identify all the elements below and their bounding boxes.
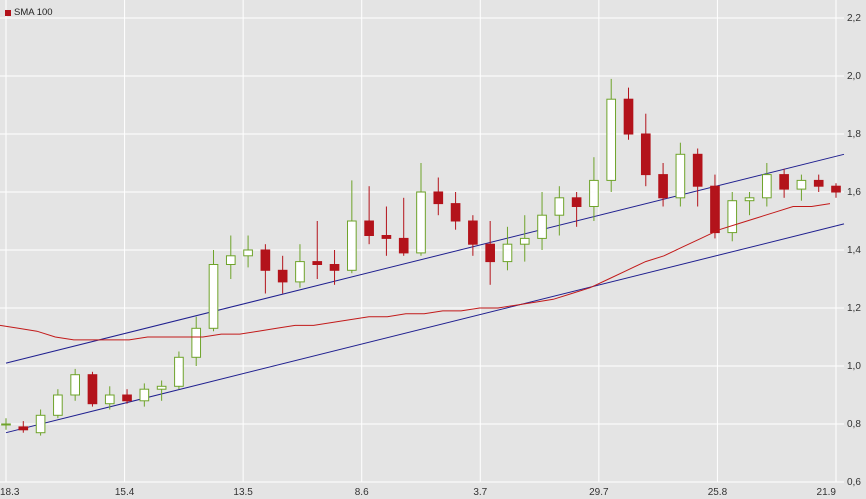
candle-body <box>450 203 461 222</box>
candle-body <box>295 261 305 283</box>
candle-body <box>381 235 392 239</box>
candle-body <box>277 269 288 283</box>
sma-legend-swatch <box>5 9 11 16</box>
candle-body <box>416 191 426 254</box>
y-tick-label: 1,0 <box>847 361 861 372</box>
candle-body <box>122 394 132 402</box>
y-tick-label: 1,6 <box>847 187 861 198</box>
y-tick-label: 0,6 <box>847 477 861 488</box>
candle-body <box>312 261 323 266</box>
sma-100-line <box>0 203 831 341</box>
x-tick-label: 18.3 <box>0 487 20 498</box>
candle-body <box>640 133 651 176</box>
candle-body <box>675 153 686 199</box>
x-tick-label: 25.8 <box>708 487 728 498</box>
legend: SMA 100 <box>5 7 53 18</box>
x-tick-label: 29.7 <box>589 487 609 498</box>
candle-body <box>831 185 841 193</box>
candle-body <box>554 197 565 216</box>
candle-body <box>260 249 271 271</box>
candle-body <box>104 394 115 405</box>
y-tick-label: 0,8 <box>847 419 861 430</box>
candle-body <box>537 214 547 239</box>
candle-body <box>589 179 599 207</box>
candlesticks <box>1 78 841 436</box>
grid-lines <box>0 0 844 483</box>
candle-body <box>571 197 582 208</box>
candle-body <box>813 179 824 187</box>
x-tick-label: 3.7 <box>473 487 487 498</box>
candle-body <box>623 98 634 135</box>
x-tick-label: 8.6 <box>355 487 369 498</box>
candle-body <box>243 249 253 257</box>
candle-body <box>433 191 444 205</box>
candle-body <box>70 374 80 396</box>
candle-body <box>1 423 11 426</box>
candle-body <box>398 237 409 254</box>
y-tick-label: 1,4 <box>847 245 861 256</box>
candle-body <box>519 237 530 245</box>
candle-body <box>606 98 617 181</box>
x-tick-label: 15.4 <box>115 487 135 498</box>
candle-body <box>87 374 98 405</box>
candle-body <box>710 185 720 234</box>
trend-line <box>5 153 845 364</box>
candle-body <box>156 385 167 390</box>
candle-body <box>139 388 150 402</box>
candle-body <box>329 264 340 271</box>
y-axis-ticks: 0,6 0,8 1,0 1,2 1,4 1,6 1,8 2,0 2,2 <box>847 13 861 488</box>
candle-body <box>779 174 789 190</box>
candle-body <box>744 197 755 202</box>
candle-body <box>53 394 63 416</box>
candle-body <box>225 255 236 266</box>
sma-legend-label: SMA 100 <box>14 7 53 18</box>
candle-body <box>347 220 357 271</box>
candle-body <box>692 153 703 187</box>
candle-body <box>502 243 513 263</box>
candle-body <box>796 179 807 190</box>
candle-body <box>727 200 738 234</box>
candle-body <box>35 414 46 434</box>
candle-body <box>18 426 29 431</box>
candle-body <box>468 220 478 245</box>
y-tick-label: 2,0 <box>847 71 861 82</box>
x-tick-label: 13.5 <box>233 487 253 498</box>
candle-body <box>208 264 219 329</box>
sma-line <box>0 203 831 341</box>
candle-body <box>762 174 772 199</box>
candle-body <box>174 356 184 387</box>
x-axis-ticks: 18.3 15.4 13.5 8.6 3.7 29.7 25.8 21.9 <box>0 487 836 498</box>
y-tick-label: 1,8 <box>847 129 861 140</box>
candle-body <box>191 327 202 358</box>
candle-body <box>485 243 495 263</box>
candle-body <box>364 220 374 236</box>
candle-body <box>658 174 668 199</box>
x-tick-label: 21.9 <box>817 487 837 498</box>
y-tick-label: 1,2 <box>847 303 861 314</box>
y-tick-label: 2,2 <box>847 13 861 24</box>
